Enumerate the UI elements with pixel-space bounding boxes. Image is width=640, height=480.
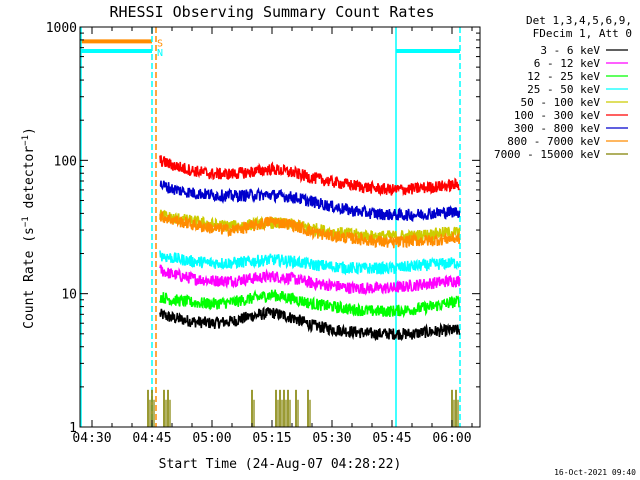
y-tick-label: 1000 [46, 21, 77, 36]
series-line-25-50-kev [159, 250, 461, 276]
series-lines [159, 155, 461, 342]
legend-label: 50 - 100 keV [521, 96, 601, 109]
timestamp: 16-Oct-2021 09:40 [554, 468, 636, 477]
x-tick-label: 04:45 [132, 431, 171, 446]
x-tick-label: 05:00 [192, 431, 231, 446]
legend-label: 300 - 800 keV [514, 122, 600, 135]
vertical-marker-lines [80, 27, 461, 427]
legend-label: 25 - 50 keV [527, 83, 600, 96]
legend-label: 100 - 300 keV [514, 109, 600, 122]
y-axis-label-exponent: −1 [21, 135, 31, 146]
legend-header-line-1: Det 1,3,4,5,6,9, [526, 14, 632, 27]
y-tick-label: 1 [69, 421, 77, 436]
y-axis-label: Count Rate (s−1 detector−1) [21, 127, 37, 329]
flag-label-n: N [157, 48, 163, 59]
x-tick-label: 04:30 [72, 431, 111, 446]
flag-bars: SN [80, 38, 460, 59]
legend-label: 12 - 25 keV [527, 70, 600, 83]
series-line-100-300-kev [159, 155, 461, 197]
y-tick-label: 10 [61, 288, 77, 303]
y-tick-label: 100 [54, 154, 77, 169]
series-7000-15000-kev [147, 389, 459, 427]
series-line-300-800-kev [159, 180, 461, 222]
y-axis-label-exponent: −1 [21, 216, 31, 227]
y-axis-label-part: Count Rate (s [22, 227, 37, 329]
x-axis-label: Start Time (24-Aug-07 04:28:22) [159, 457, 402, 472]
x-tick-label: 06:00 [432, 431, 471, 446]
legend-label: 3 - 6 keV [540, 44, 600, 57]
series-line-800-7000-kev [159, 211, 461, 249]
x-tick-label: 05:30 [312, 431, 351, 446]
x-axis-ticks: 04:30 04:45 05:00 05:15 05:30 05:45 06:00 [72, 27, 473, 446]
legend-label: 7000 - 15000 keV [494, 148, 600, 161]
legend-label: 800 - 7000 keV [507, 135, 600, 148]
legend-header-line-2: FDecim 1, Att 0 [533, 27, 632, 40]
series-line-6-12-kev [159, 264, 461, 296]
series-line-12-25-kev [159, 289, 460, 319]
y-axis-label-part: detector [22, 146, 37, 217]
y-axis-label-part: ) [22, 127, 37, 135]
x-tick-label: 05:45 [372, 431, 411, 446]
chart-title: RHESSI Observing Summary Count Rates [109, 3, 434, 21]
y-axis-ticks: 1 10 100 1000 [46, 21, 480, 436]
plot-frame [79, 26, 481, 428]
x-tick-label: 05:15 [252, 431, 291, 446]
legend-label: 6 - 12 keV [534, 57, 601, 70]
series-line-3-6-kev [159, 306, 461, 342]
flag-label-s: S [157, 38, 163, 49]
